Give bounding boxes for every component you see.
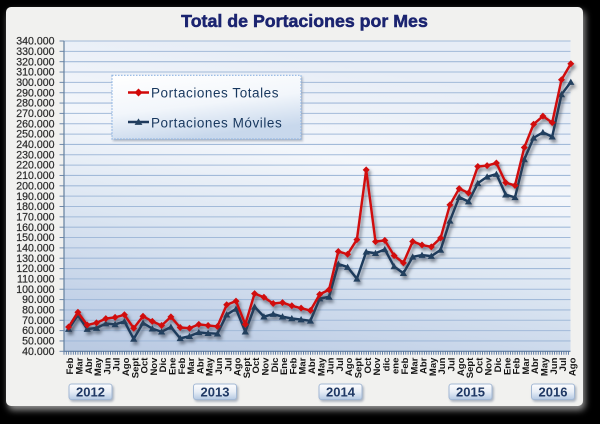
svg-text:100.000: 100.000 <box>16 284 54 296</box>
svg-text:50.000: 50.000 <box>22 336 55 348</box>
svg-text:Jun: Jun <box>102 357 113 374</box>
svg-text:Jun: Jun <box>326 357 337 374</box>
svg-text:70.000: 70.000 <box>22 315 55 327</box>
svg-text:140.000: 140.000 <box>16 242 54 254</box>
svg-text:40.000: 40.000 <box>22 346 55 358</box>
svg-text:Abr: Abr <box>195 357 206 374</box>
svg-text:90.000: 90.000 <box>22 294 55 306</box>
svg-text:Portaciones Móviles: Portaciones Móviles <box>151 116 282 131</box>
svg-text:120.000: 120.000 <box>16 263 54 275</box>
svg-text:Portaciones Totales: Portaciones Totales <box>151 86 279 101</box>
svg-text:Abr: Abr <box>530 357 541 374</box>
svg-text:320.000: 320.000 <box>16 56 54 68</box>
svg-text:Dic: Dic <box>493 358 504 373</box>
svg-text:60.000: 60.000 <box>22 325 55 337</box>
svg-text:May: May <box>540 357 551 376</box>
svg-text:150.000: 150.000 <box>16 232 54 244</box>
svg-text:Mar: Mar <box>186 357 197 374</box>
svg-text:May: May <box>316 357 327 376</box>
svg-text:dic: dic <box>381 358 392 372</box>
svg-text:180.000: 180.000 <box>16 201 54 213</box>
svg-text:260.000: 260.000 <box>16 118 54 130</box>
svg-text:2013: 2013 <box>201 384 230 399</box>
svg-text:220.000: 220.000 <box>16 160 54 172</box>
svg-text:Feb: Feb <box>400 357 411 374</box>
svg-text:Ago: Ago <box>567 357 578 376</box>
svg-text:280.000: 280.000 <box>16 98 54 110</box>
svg-text:Oct: Oct <box>140 357 151 374</box>
svg-text:Ago: Ago <box>121 357 132 376</box>
svg-text:Ago: Ago <box>233 357 244 376</box>
svg-text:Oct: Oct <box>251 357 262 374</box>
svg-text:Mar: Mar <box>75 357 86 374</box>
svg-text:250.000: 250.000 <box>16 129 54 141</box>
svg-text:2016: 2016 <box>539 384 568 399</box>
svg-text:Oct: Oct <box>474 357 485 374</box>
svg-text:Feb: Feb <box>288 357 299 374</box>
svg-text:230.000: 230.000 <box>16 149 54 161</box>
svg-text:Sept: Sept <box>354 357 365 378</box>
svg-text:200.000: 200.000 <box>16 180 54 192</box>
svg-text:Abr: Abr <box>419 357 430 374</box>
svg-text:80.000: 80.000 <box>22 305 55 317</box>
svg-text:2015: 2015 <box>456 384 485 399</box>
svg-text:Sept: Sept <box>242 357 253 378</box>
svg-text:2012: 2012 <box>76 384 105 399</box>
svg-text:Jun: Jun <box>214 357 225 374</box>
svg-text:310.000: 310.000 <box>16 67 54 79</box>
svg-text:130.000: 130.000 <box>16 253 54 265</box>
svg-text:ene: ene <box>391 358 402 374</box>
svg-text:Nov: Nov <box>149 357 160 376</box>
svg-text:Ene: Ene <box>168 358 179 375</box>
svg-text:Jul: Jul <box>223 358 234 372</box>
svg-text:Total de Portaciones por Mes: Total de Portaciones por Mes <box>181 11 428 31</box>
svg-text:Abr: Abr <box>307 357 318 374</box>
svg-text:Jul: Jul <box>112 358 123 372</box>
svg-text:Mar: Mar <box>521 357 532 374</box>
svg-text:Ago: Ago <box>344 357 355 376</box>
svg-text:Jun: Jun <box>437 357 448 374</box>
svg-text:Nov: Nov <box>372 357 383 376</box>
svg-text:May: May <box>428 357 439 376</box>
svg-text:May: May <box>93 357 104 376</box>
svg-text:160.000: 160.000 <box>16 222 54 234</box>
svg-text:Oct: Oct <box>363 357 374 374</box>
svg-text:Nov: Nov <box>484 357 495 376</box>
svg-text:Jun: Jun <box>549 357 560 374</box>
svg-text:Feb: Feb <box>512 357 523 374</box>
svg-text:Sept: Sept <box>465 357 476 378</box>
svg-text:Ago: Ago <box>456 357 467 376</box>
svg-text:240.000: 240.000 <box>16 139 54 151</box>
svg-text:Jul: Jul <box>447 358 458 372</box>
svg-text:110.000: 110.000 <box>17 274 55 286</box>
svg-text:190.000: 190.000 <box>16 191 54 203</box>
svg-text:Ene: Ene <box>279 358 290 375</box>
svg-text:Feb: Feb <box>177 357 188 374</box>
svg-text:Dic: Dic <box>270 358 281 373</box>
svg-text:340.000: 340.000 <box>16 36 54 48</box>
svg-text:May: May <box>205 357 216 376</box>
svg-text:Nov: Nov <box>261 357 272 376</box>
svg-text:Mar: Mar <box>409 357 420 374</box>
svg-text:Ene: Ene <box>502 358 513 375</box>
svg-text:Abr: Abr <box>84 357 95 374</box>
svg-text:Mar: Mar <box>298 357 309 374</box>
svg-text:210.000: 210.000 <box>16 170 54 182</box>
svg-text:290.000: 290.000 <box>16 87 54 99</box>
svg-text:Feb: Feb <box>65 357 76 374</box>
svg-text:Dic: Dic <box>158 358 169 373</box>
svg-text:270.000: 270.000 <box>16 108 54 120</box>
svg-text:170.000: 170.000 <box>16 211 54 223</box>
svg-text:Sept: Sept <box>130 357 141 378</box>
svg-text:300.000: 300.000 <box>16 77 54 89</box>
svg-text:330.000: 330.000 <box>16 46 54 58</box>
svg-text:Jul: Jul <box>558 358 569 372</box>
svg-text:Jul: Jul <box>335 358 346 372</box>
svg-text:2014: 2014 <box>326 384 356 399</box>
